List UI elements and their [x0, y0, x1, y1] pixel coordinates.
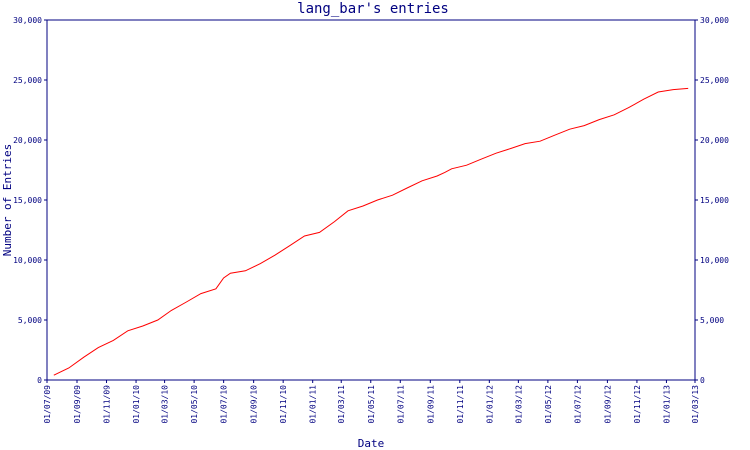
x-tick-label: 01/09/11	[426, 385, 435, 424]
y-tick-label-left: 20,000	[13, 136, 42, 145]
x-tick-label: 01/07/09	[43, 385, 52, 424]
x-ticks: 01/07/09 01/09/09 01/11/09 01/01/10 01/03/10…	[43, 380, 700, 424]
x-tick-label: 01/05/12	[544, 385, 553, 424]
y-axis-label: Number of Entries	[1, 144, 14, 257]
x-tick-label: 01/09/09	[73, 385, 82, 424]
y-ticks-left: 0 5,000 10,000 15,000 20,000 25,000 30,000	[13, 16, 47, 385]
x-tick-label: 01/01/12	[485, 385, 494, 424]
series-line	[53, 87, 689, 376]
y-tick-label-right: 15,000	[700, 196, 729, 205]
x-tick-label: 01/03/13	[691, 385, 700, 424]
y-tick-label-left: 25,000	[13, 76, 42, 85]
y-tick-label-right: 30,000	[700, 16, 729, 25]
x-tick-label: 01/01/11	[309, 385, 318, 424]
y-ticks-right: 0 5,000 10,000 15,000 20,000 25,000 30,000	[695, 16, 729, 385]
x-tick-label: 01/01/13	[662, 385, 671, 424]
x-tick-label: 01/09/10	[250, 385, 259, 424]
series-group	[53, 87, 689, 376]
y-tick-label-right: 5,000	[700, 316, 724, 325]
y-tick-label-right: 25,000	[700, 76, 729, 85]
y-tick-label-left: 15,000	[13, 196, 42, 205]
y-tick-label-right: 10,000	[700, 256, 729, 265]
axes	[46, 19, 696, 381]
x-tick-label: 01/11/10	[279, 385, 288, 424]
x-tick-label: 01/07/11	[396, 385, 405, 424]
x-tick-label: 01/01/10	[132, 385, 141, 424]
y-tick-label-left: 30,000	[13, 16, 42, 25]
x-axis-label: Date	[358, 437, 385, 450]
x-tick-label: 01/11/12	[633, 385, 642, 424]
chart-title: lang_bar's entries	[297, 1, 449, 17]
x-tick-label: 01/11/11	[456, 385, 465, 424]
y-tick-label-left: 5,000	[18, 316, 42, 325]
x-tick-label: 01/07/12	[573, 385, 582, 424]
x-tick-label: 01/05/10	[190, 385, 199, 424]
y-tick-label-left: 0	[37, 376, 42, 385]
x-tick-label: 01/09/12	[603, 385, 612, 424]
x-tick-label: 01/03/10	[161, 385, 170, 424]
x-tick-label: 01/11/09	[103, 385, 112, 424]
x-tick-label: 01/03/11	[337, 385, 346, 424]
x-tick-label: 01/07/10	[220, 385, 229, 424]
y-tick-label-right: 20,000	[700, 136, 729, 145]
x-tick-label: 01/03/12	[514, 385, 523, 424]
x-tick-label: 01/05/11	[367, 385, 376, 424]
y-tick-label-left: 10,000	[13, 256, 42, 265]
y-tick-label-right: 0	[700, 376, 705, 385]
